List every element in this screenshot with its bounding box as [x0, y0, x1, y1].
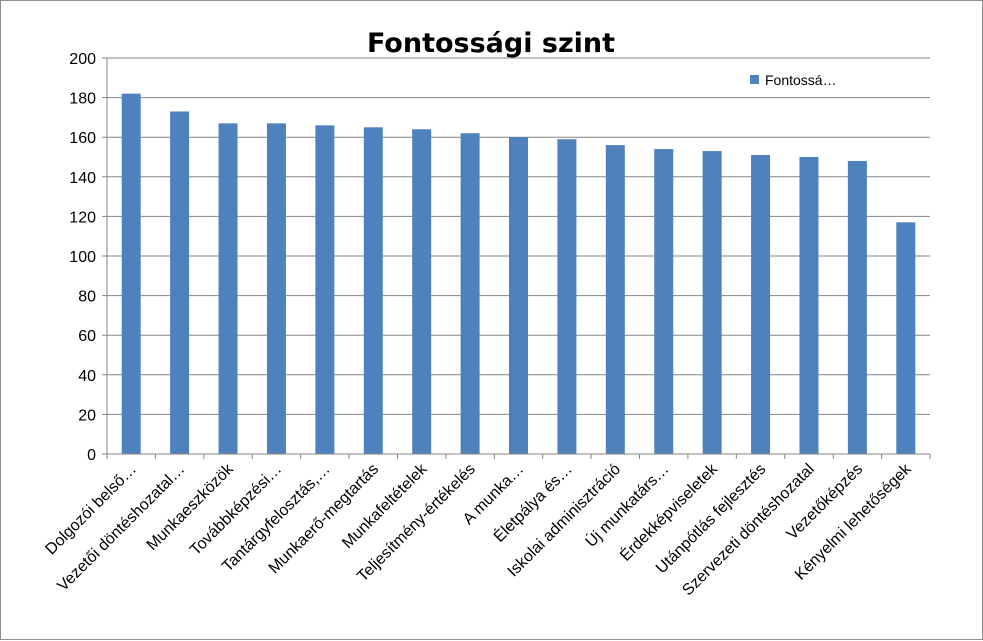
- bar: [702, 151, 722, 454]
- bar: [315, 125, 335, 454]
- bar: [266, 123, 286, 454]
- legend-swatch: [750, 75, 759, 84]
- bar: [218, 123, 238, 454]
- bar: [412, 129, 432, 454]
- bar: [751, 155, 771, 454]
- y-tick-label: 60: [78, 328, 96, 345]
- chart-title: Fontossági szint: [367, 28, 615, 59]
- bar: [654, 149, 674, 454]
- y-tick-label: 100: [69, 249, 96, 266]
- y-tick-label: 160: [69, 130, 96, 147]
- bar: [509, 137, 528, 454]
- y-axis-tick-labels: 0 20 40 60 80 100 120 140 160 180 200: [69, 51, 96, 464]
- bar: [121, 93, 141, 454]
- bar: [170, 111, 190, 455]
- y-tick-label: 80: [78, 289, 96, 306]
- y-tick-label: 40: [78, 368, 96, 385]
- y-tick-label: 140: [69, 170, 96, 187]
- bars: [121, 93, 916, 455]
- x-tick-label: Új munkatárs…: [581, 459, 672, 550]
- bar: [605, 145, 625, 454]
- y-tick-label: 200: [69, 51, 96, 68]
- x-tick-label: Munkaeszközök: [144, 460, 238, 554]
- axes: [102, 57, 931, 459]
- y-tick-label: 180: [69, 91, 96, 108]
- bar: [799, 157, 819, 454]
- bar: [363, 127, 383, 455]
- legend-label: Fontossá…: [765, 72, 837, 88]
- bar: [896, 222, 916, 454]
- bar: [847, 160, 867, 454]
- y-tick-label: 0: [87, 447, 96, 464]
- x-tick-label: Munkafeltételek: [339, 460, 431, 552]
- x-axis-tick-labels: Dolgozói belső…Vezetői döntéshozatal…Mun…: [42, 459, 915, 600]
- y-tick-label: 120: [69, 209, 96, 226]
- x-tick-label: Továbbképzési…: [187, 461, 285, 559]
- x-tick-label: Dolgozói belső…: [42, 461, 140, 559]
- bar: [557, 139, 577, 454]
- legend: Fontossá…: [750, 72, 837, 88]
- bar: [460, 133, 480, 455]
- y-tick-label: 20: [78, 407, 96, 424]
